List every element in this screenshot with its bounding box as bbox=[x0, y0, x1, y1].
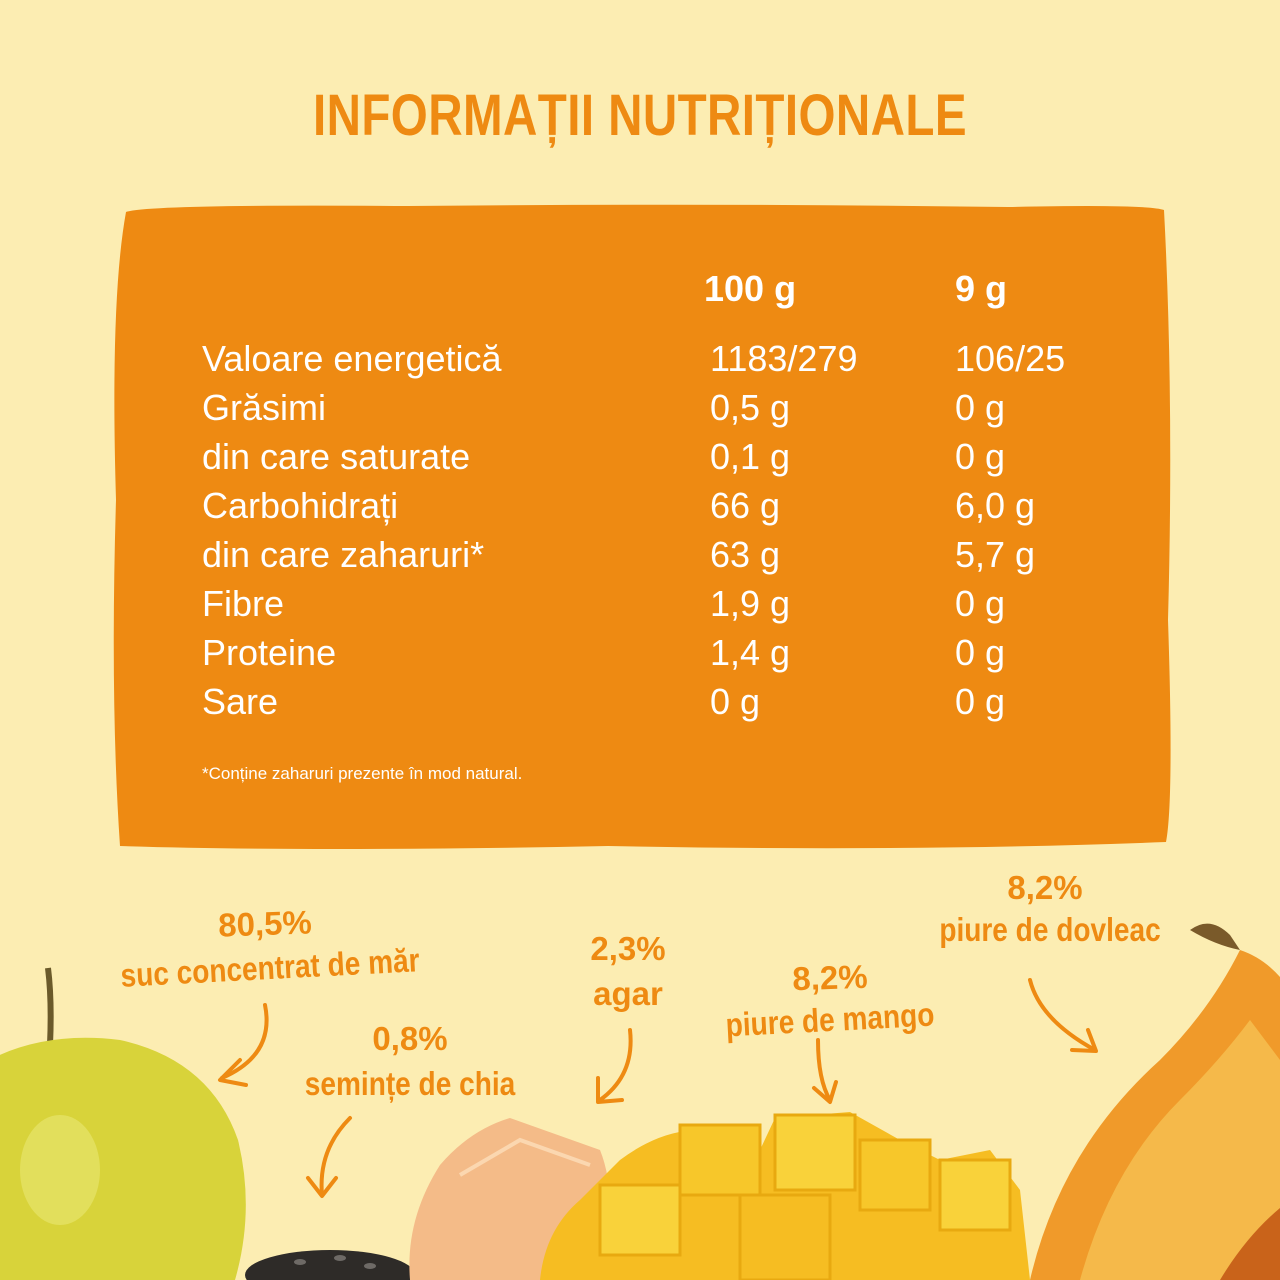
apple-illustration bbox=[0, 967, 246, 1280]
chia-arrow-icon bbox=[306, 1116, 352, 1198]
row-label: Grăsimi bbox=[202, 387, 326, 428]
panel-background bbox=[113, 204, 1171, 849]
row-label: Fibre bbox=[202, 583, 285, 624]
row-label: din care saturate bbox=[202, 436, 471, 477]
row-label: Valoare energetică bbox=[202, 338, 502, 379]
row-label: Proteine bbox=[202, 632, 337, 673]
agar-name: agar bbox=[593, 975, 663, 1012]
col-header-9g: 9 g bbox=[955, 268, 1008, 309]
row-value-9g: 0 g bbox=[955, 681, 1006, 722]
apple-arrow-icon bbox=[218, 1003, 269, 1087]
row-value-100g: 0,1 g bbox=[710, 436, 791, 477]
row-value-100g: 0 g bbox=[710, 681, 761, 722]
mango-arrow-icon bbox=[812, 1038, 838, 1104]
page-title: INFORMAȚII NUTRIȚIONALE bbox=[312, 83, 968, 148]
nutrition-panel bbox=[108, 200, 1172, 850]
agar-percent: 2,3% bbox=[590, 930, 666, 967]
pumpkin-illustration bbox=[1030, 923, 1280, 1280]
agar-arrow-icon bbox=[596, 1028, 633, 1104]
row-value-100g: 0,5 g bbox=[710, 387, 791, 428]
row-value-100g: 1,4 g bbox=[710, 632, 791, 673]
pumpkin-percent: 8,2% bbox=[1007, 869, 1083, 906]
row-value-100g: 1183/279 bbox=[710, 338, 858, 379]
row-value-9g: 6,0 g bbox=[955, 485, 1036, 526]
row-value-100g: 1,9 g bbox=[710, 583, 791, 624]
row-value-9g: 0 g bbox=[955, 632, 1006, 673]
row-value-9g: 106/25 bbox=[955, 338, 1066, 379]
row-value-9g: 0 g bbox=[955, 436, 1006, 477]
chia-name: semințe de chia bbox=[304, 1065, 516, 1102]
pumpkin-name: piure de dovleac bbox=[939, 911, 1161, 948]
row-label: din care zaharuri* bbox=[202, 534, 485, 575]
mango-illustration bbox=[540, 1112, 1030, 1280]
row-label: Sare bbox=[202, 681, 279, 722]
row-value-100g: 66 g bbox=[710, 485, 781, 526]
pumpkin-arrow-icon bbox=[1028, 978, 1098, 1053]
row-value-9g: 0 g bbox=[955, 583, 1006, 624]
row-value-9g: 5,7 g bbox=[955, 534, 1036, 575]
row-value-100g: 63 g bbox=[710, 534, 781, 575]
footnote: *Conține zaharuri prezente în mod natura… bbox=[202, 764, 523, 783]
chia-percent: 0,8% bbox=[372, 1020, 448, 1057]
row-value-9g: 0 g bbox=[955, 387, 1006, 428]
col-header-100g: 100 g bbox=[704, 268, 797, 309]
chia-seeds-illustration bbox=[245, 1250, 415, 1280]
row-label: Carbohidrați bbox=[202, 485, 399, 526]
